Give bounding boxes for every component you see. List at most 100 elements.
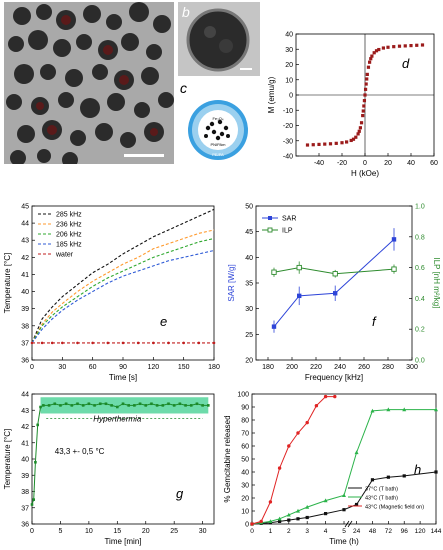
data-point xyxy=(36,423,39,427)
x-tick-label: 260 xyxy=(358,364,370,371)
y-tick-label: 43 xyxy=(21,238,29,245)
x-axis-label: Time (h) xyxy=(329,537,359,546)
data-point xyxy=(138,402,142,406)
y-tick-label: 38 xyxy=(21,323,29,330)
data-point xyxy=(434,407,438,412)
x-tick-label: 1 xyxy=(269,528,273,535)
data-point xyxy=(47,404,51,407)
data-point xyxy=(434,470,438,474)
data-point xyxy=(161,404,165,407)
x-tick-label: 240 xyxy=(334,364,346,371)
data-point xyxy=(70,404,74,407)
core-label: Fe₃O₄ xyxy=(212,116,223,121)
y-tick-label: 30 xyxy=(245,306,253,313)
legend-label: 37°C (T bath) xyxy=(365,487,398,493)
data-point xyxy=(155,404,159,407)
y-tick-label: 25 xyxy=(245,332,253,339)
legend-label: 206 kHz xyxy=(56,232,82,239)
water-point xyxy=(50,341,54,345)
x-tick-label: 5 xyxy=(342,528,346,535)
data-point xyxy=(53,402,57,406)
y-axis-label: Temperature [°C] xyxy=(3,253,12,314)
water-point xyxy=(136,341,140,345)
series-line xyxy=(31,249,215,344)
y-tick-label: -40 xyxy=(283,154,293,161)
data-point xyxy=(333,394,337,399)
plot-frame xyxy=(255,205,413,361)
data-point xyxy=(345,140,349,144)
y-tick-label: 40 xyxy=(21,457,29,464)
y-tick-label: 10 xyxy=(241,509,249,516)
y-tick-label: 44 xyxy=(21,221,29,228)
sar-point xyxy=(391,237,397,242)
y-tick-label: 40 xyxy=(285,32,293,39)
data-point xyxy=(381,46,385,50)
data-point xyxy=(354,502,359,507)
data-point xyxy=(150,402,153,406)
data-point xyxy=(172,404,176,407)
data-point xyxy=(356,132,360,136)
data-point xyxy=(287,444,291,448)
data-point xyxy=(305,420,309,425)
x-tick-label: 3 xyxy=(305,528,309,535)
data-point xyxy=(39,405,42,409)
y2-tick-label: 0.8 xyxy=(415,234,425,241)
legend-marker-sar xyxy=(268,216,272,220)
y-tick-label: 43 xyxy=(21,408,29,415)
x-tick-label: 10 xyxy=(85,528,93,535)
data-point xyxy=(340,141,344,145)
data-point xyxy=(116,405,119,409)
data-point xyxy=(403,44,407,48)
water-point xyxy=(30,341,34,345)
y-tick-label: 44 xyxy=(21,392,29,399)
data-point xyxy=(250,522,254,526)
data-point xyxy=(354,135,358,139)
x-tick-label: 60 xyxy=(430,160,438,167)
legend-label-ilp: ILP xyxy=(282,228,293,235)
data-point xyxy=(358,126,362,130)
sar-point xyxy=(333,291,338,296)
release-line xyxy=(251,471,437,525)
sar-point xyxy=(271,324,277,329)
y-axis-label: Temperature [°C] xyxy=(3,429,12,490)
axis-break xyxy=(344,520,350,528)
water-point xyxy=(167,341,170,345)
x-tick-label: 72 xyxy=(385,528,393,535)
x-tick-label: 180 xyxy=(262,364,274,371)
data-point xyxy=(305,515,309,520)
data-point xyxy=(323,142,327,146)
data-point xyxy=(201,404,204,407)
data-point xyxy=(409,43,413,48)
panel-label-g: g xyxy=(176,486,184,501)
x-tick-label: 90 xyxy=(119,364,127,371)
data-point xyxy=(365,77,369,81)
scale-bar-b xyxy=(240,68,252,70)
water-point xyxy=(91,341,94,345)
y-axis-label: M (emu/g) xyxy=(267,76,276,113)
data-point xyxy=(370,478,375,482)
scale-bar xyxy=(124,154,164,157)
y-tick-label: 37 xyxy=(21,340,29,347)
data-point xyxy=(287,518,291,522)
data-point xyxy=(167,402,170,406)
data-point xyxy=(361,113,365,118)
data-point xyxy=(104,402,108,406)
data-point xyxy=(268,500,273,504)
data-point xyxy=(323,394,328,399)
y-tick-label: 41 xyxy=(21,440,29,447)
x-axis-label: H (kOe) xyxy=(351,169,379,178)
series-line xyxy=(31,208,215,344)
sar-line xyxy=(273,238,395,327)
data-point xyxy=(402,407,407,412)
y2-tick-label: 0.2 xyxy=(415,327,425,334)
data-point xyxy=(370,54,374,58)
data-point xyxy=(305,143,310,147)
x-tick-label: 120 xyxy=(147,364,159,371)
panel-label-d: d xyxy=(402,56,410,71)
x-tick-label: 60 xyxy=(89,364,97,371)
band-label: Hyperthermia xyxy=(93,414,142,423)
core-shell-diagram: Fe₃O₄ PNIPAm PE/PA xyxy=(188,100,248,160)
panel-label-h: h xyxy=(414,462,421,477)
y-tick-label: 0 xyxy=(289,93,293,100)
